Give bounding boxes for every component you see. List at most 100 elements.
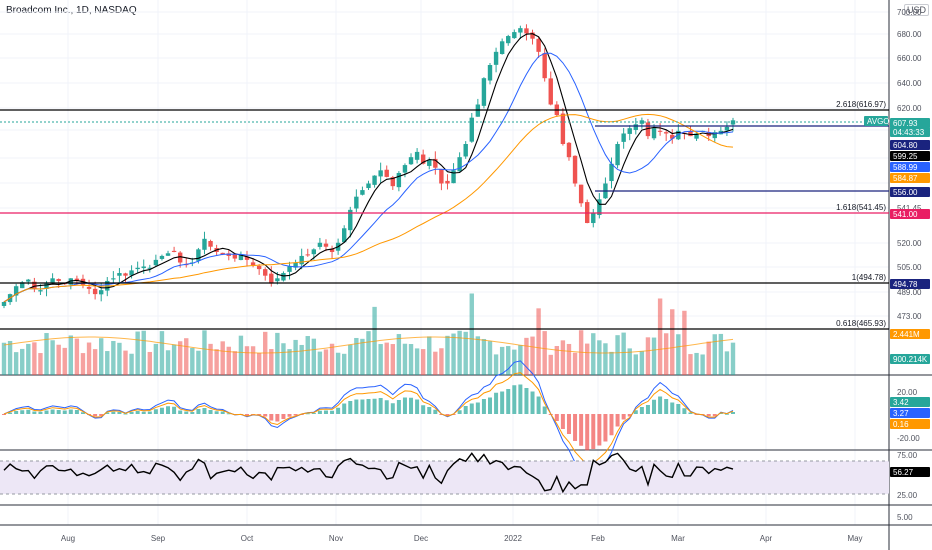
macd-histogram-bar (348, 401, 353, 414)
candle-body (250, 262, 256, 266)
macd-histogram-bar (202, 408, 207, 414)
volume-bar (633, 354, 638, 375)
price-tick-label: 505.00 (897, 263, 922, 272)
candle-body (651, 128, 657, 139)
macd-histogram-bar (159, 407, 164, 414)
candle-body (396, 172, 402, 188)
price-badge (890, 419, 930, 429)
macd-histogram-bar (506, 389, 511, 414)
macd-histogram-bar (178, 410, 183, 414)
macd-histogram-bar (166, 406, 171, 414)
candle-body (487, 65, 493, 81)
macd-histogram-bar (585, 414, 590, 451)
volume-bar (335, 352, 341, 375)
macd-histogram-bar (62, 410, 67, 414)
volume-bar (706, 341, 711, 375)
volume-bar (663, 333, 669, 375)
macd-histogram-bar (384, 400, 389, 414)
volume-bar (184, 338, 189, 375)
macd-tick-label: 20.00 (897, 388, 918, 397)
macd-histogram-bar (421, 405, 426, 414)
volume-bar (475, 336, 481, 375)
volume-bar (220, 341, 225, 375)
volume-bar (585, 343, 590, 375)
macd-histogram-bar (93, 414, 98, 417)
candle-body (32, 281, 37, 289)
candle-body (560, 113, 566, 145)
macd-histogram-bar (712, 414, 717, 417)
candle-body (123, 273, 128, 276)
candle-body (159, 255, 165, 259)
macd-histogram-bar (488, 397, 492, 414)
volume-bar (7, 340, 13, 375)
candle-body (50, 278, 55, 283)
time-tick-label: Nov (329, 534, 343, 543)
price-badge-text: 04:43:33 (893, 128, 925, 137)
candle-body (1, 302, 7, 306)
volume-bar (469, 293, 474, 375)
price-badge (890, 173, 930, 183)
candle-body (676, 130, 681, 140)
time-tick-label: Mar (671, 534, 685, 543)
volume-bar (682, 310, 687, 375)
candle-body (384, 169, 389, 177)
volume-bar (92, 349, 98, 375)
macd-histogram-bar (50, 409, 55, 414)
candle-body (518, 28, 523, 33)
macd-histogram-bar (123, 413, 128, 415)
volume-bar (354, 337, 359, 375)
currency-button[interactable]: USD (904, 4, 930, 16)
volume-bar (190, 347, 195, 375)
price-badge-text: 0.16 (893, 420, 909, 429)
volume-bar (68, 335, 74, 375)
candle-body (578, 184, 584, 204)
macd-histogram-bar (597, 414, 602, 446)
volume-bar (208, 343, 213, 375)
candle-body (378, 170, 383, 177)
volume-bar (226, 346, 231, 375)
price-badge (890, 397, 930, 407)
candle-body (111, 278, 116, 280)
candle-body (524, 28, 529, 34)
candle-body (323, 243, 329, 247)
candle-body (433, 158, 438, 168)
volume-bar (597, 340, 602, 375)
volume-bar (670, 309, 675, 375)
candle-body (360, 190, 365, 195)
time-axis[interactable]: Aug Sep Oct Nov Dec 2022 Feb Mar Apr May (61, 534, 863, 543)
candle-body (281, 273, 286, 281)
volume-bar (657, 298, 663, 375)
macd-histogram-bar (281, 414, 286, 419)
macd-histogram-bar (172, 406, 177, 414)
volume-bar (627, 348, 632, 375)
volume-bar (1, 342, 7, 375)
price-tick-label: 620.00 (897, 104, 922, 113)
candle-body (670, 134, 675, 139)
macd-histogram-bar (731, 412, 735, 414)
macd-histogram-bar (494, 392, 499, 414)
price-badge-text: AVGO (867, 117, 890, 126)
candle-body (366, 183, 371, 189)
volume-bar (414, 348, 420, 375)
macd-histogram-bar (129, 412, 134, 414)
candle-body (348, 209, 353, 231)
price-axis[interactable]: 700.00680.00660.00640.00620.00584.87541.… (897, 8, 922, 522)
rsi-line (3, 452, 734, 494)
volume-bar (269, 349, 274, 375)
volume-bar (256, 353, 262, 375)
macd-histogram-bar (536, 396, 541, 414)
candle-body (141, 266, 146, 269)
candle-body (44, 283, 49, 289)
volume-bar (80, 353, 86, 375)
volume-bar (117, 342, 122, 375)
macd-histogram-bar (196, 409, 201, 414)
volume-bar (129, 353, 134, 375)
candle-body (724, 126, 730, 131)
rsi-tick-label: 75.00 (897, 451, 918, 460)
candle-body (663, 132, 669, 134)
volume-bar (433, 351, 438, 375)
price-badge-text: 556.00 (893, 188, 918, 197)
macd-histogram-bar (427, 407, 432, 414)
macd-histogram-bar (275, 414, 280, 422)
